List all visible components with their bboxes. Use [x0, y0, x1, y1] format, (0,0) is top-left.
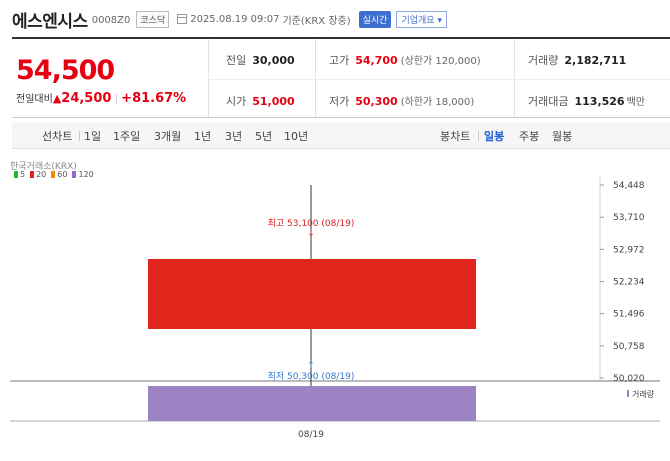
quote-datetime: 2025.08.19 09:07 [190, 13, 280, 25]
y-tick-label: 54,448 [613, 181, 645, 191]
tab-3-months[interactable]: 3개월 [154, 130, 182, 143]
candle-chart: 54,448 53,710 52,972 52,234 51,496 50,758 50,0… [0, 149, 670, 461]
tab-daily[interactable]: 일봉 [484, 130, 505, 143]
price-change: 전일대비▲24,500 | +81.67% [16, 91, 187, 106]
period-bar: 선차트 1일 1주일 3개월 1년 3년 5년 10년 봉차트 일봉 주봉 월봉 [12, 122, 670, 149]
legend-item: 60 [51, 170, 67, 179]
high-price: 고가 54,700 (상한가 120,000) [329, 54, 481, 67]
tab-1-day[interactable]: 1일 [84, 130, 102, 143]
x-tick-label: 08/19 [298, 430, 324, 440]
tab-candle-chart[interactable]: 봉차트 [440, 130, 471, 143]
market-badge: 코스닥 [136, 10, 170, 28]
company-profile-label: 기업개요 [401, 15, 435, 26]
prev-close: 전일 30,000 [226, 54, 295, 67]
up-arrow-icon: ↑ [307, 361, 315, 371]
company-profile-button[interactable]: 기업개요 ▾ [396, 10, 447, 28]
y-tick-label: 52,234 [613, 278, 645, 288]
up-arrow-icon: ▲ [52, 92, 62, 105]
price-summary: 54,500 전일대비▲24,500 | +81.67% 전일 30,000 시가 51… [12, 37, 670, 118]
trade-volume: 거래량 2,182,711 [528, 54, 627, 67]
tab-3-years[interactable]: 3년 [225, 130, 243, 143]
tab-1-week[interactable]: 1주일 [113, 130, 141, 143]
chevron-down-icon: ▾ [437, 15, 442, 26]
volume-legend-swatch [627, 390, 629, 397]
chart-canvas: 54,448 53,710 52,972 52,234 51,496 50,758 50,0… [10, 177, 660, 440]
open-price: 시가 51,000 [226, 95, 295, 108]
high-annotation: 최고 53,100 (08/19) [268, 218, 355, 229]
chart-source: 한국거래소(KRX) [10, 162, 77, 172]
stock-code: 0008Z0 [91, 15, 131, 26]
legend-item: 120 [72, 170, 94, 179]
down-arrow-icon: ↓ [307, 229, 315, 239]
trade-amount: 거래대금 113,526 백만 [528, 95, 645, 108]
y-tick-label: 51,496 [613, 310, 645, 320]
ma-legend: 5 20 60 120 [14, 170, 94, 179]
y-tick-label: 50,758 [613, 342, 645, 352]
legend-item: 5 [14, 170, 25, 179]
y-tick-label: 52,972 [613, 245, 645, 255]
tab-monthly[interactable]: 월봉 [552, 130, 573, 143]
low-price: 저가 50,300 (하한가 18,000) [329, 95, 475, 108]
stock-header: 에스엔시스 0008Z0 코스닥 2025.08.19 09:07 기준(KRX… [12, 6, 447, 32]
quote-basis: 기준(KRX 장중) [282, 15, 351, 27]
tab-line-chart[interactable]: 선차트 [42, 130, 73, 143]
y-tick-label: 50,020 [613, 374, 645, 384]
realtime-button[interactable]: 실시간 [358, 10, 392, 28]
change-label: 전일대비 [16, 94, 53, 105]
change-percent: +81.67% [121, 91, 187, 106]
stock-name: 에스엔시스 [12, 11, 88, 32]
tab-1-year[interactable]: 1년 [194, 130, 212, 143]
tab-10-years[interactable]: 10년 [284, 130, 309, 143]
legend-item: 20 [30, 170, 46, 179]
y-tick-label: 53,710 [613, 213, 645, 223]
calendar-icon [177, 14, 188, 24]
tab-weekly[interactable]: 주봉 [519, 130, 540, 143]
low-annotation: 최저 50,300 (08/19) [268, 371, 355, 382]
volume-legend-label: 거래량 [632, 389, 655, 399]
change-amount: 24,500 [61, 91, 112, 106]
tab-5-years[interactable]: 5년 [255, 130, 273, 143]
candle-body [148, 259, 476, 329]
volume-bar [148, 386, 476, 421]
current-price: 54,500 [16, 55, 115, 86]
